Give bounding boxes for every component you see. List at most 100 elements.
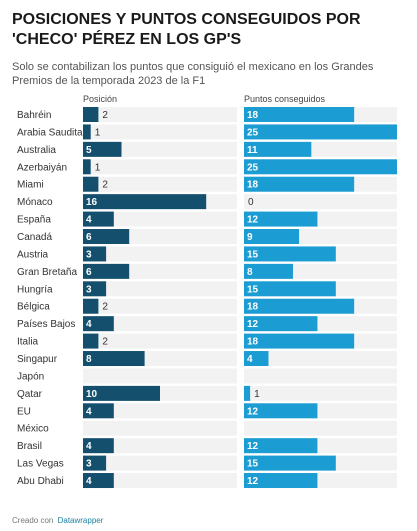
row-label: Brasil	[17, 441, 42, 452]
pts-bar	[244, 141, 312, 157]
pos-value-label: 16	[86, 197, 98, 208]
pts-value-label: 25	[247, 127, 259, 138]
row-label: Canadá	[17, 232, 52, 243]
bar-track	[83, 420, 237, 436]
pts-bar	[244, 281, 336, 297]
bar-track	[83, 438, 237, 454]
pts-bar	[244, 124, 397, 140]
pos-bar	[83, 176, 99, 192]
pos-bar	[83, 141, 122, 157]
pts-bar	[244, 211, 318, 227]
pts-value-label: 1	[254, 389, 260, 400]
bar-track	[83, 473, 237, 489]
pts-value-label: 11	[247, 145, 258, 156]
row-label: Países Bajos	[17, 319, 75, 330]
pts-value-label: 4	[247, 354, 253, 365]
pos-bar	[83, 281, 107, 297]
bar-track	[244, 368, 397, 384]
row-label: Gran Bretaña	[17, 267, 77, 278]
chart-subtitle: Solo se contabilizan los puntos que cons…	[12, 61, 374, 87]
pos-bar	[83, 124, 91, 140]
bar-track	[83, 281, 237, 297]
pos-bar	[83, 194, 207, 210]
pos-bar	[83, 473, 114, 489]
pos-value-label: 2	[102, 302, 108, 313]
row-label: Miami	[17, 180, 44, 191]
bar-track	[83, 316, 237, 332]
row-label: Las Vegas	[17, 459, 64, 470]
pts-bar	[244, 333, 355, 349]
row-label: Italia	[17, 337, 39, 348]
pts-value-label: 12	[247, 215, 259, 226]
row-label: Arabia Saudita	[17, 127, 83, 138]
pos-bar	[83, 246, 107, 262]
row-label: EU	[17, 406, 31, 417]
pos-value-label: 4	[86, 406, 92, 417]
row-label: Azerbaiyán	[17, 162, 67, 173]
row-label: Australia	[17, 145, 56, 156]
pos-bar	[83, 333, 99, 349]
row-label: Hungría	[17, 284, 53, 295]
pts-bar	[244, 473, 318, 489]
pts-value-label: 18	[247, 337, 259, 348]
pos-value-label: 1	[95, 162, 101, 173]
pos-value-label: 6	[86, 232, 92, 243]
pos-value-label: 8	[86, 354, 92, 365]
bar-track	[244, 385, 397, 401]
pos-value-label: 3	[86, 459, 92, 470]
pos-value-label: 1	[95, 127, 101, 138]
pts-value-label: 12	[247, 476, 259, 487]
pts-bar	[244, 176, 355, 192]
bar-track	[83, 176, 237, 192]
row-label: Mónaco	[17, 197, 53, 208]
row-label: Qatar	[17, 389, 43, 400]
row-label: México	[17, 424, 49, 435]
pos-value-label: 2	[102, 180, 108, 191]
pos-bar	[83, 263, 130, 279]
position-column-header: Posición	[83, 94, 118, 104]
pts-bar	[244, 263, 293, 279]
row-label: Abu Dhabi	[17, 476, 64, 487]
bar-track	[83, 124, 237, 140]
row-label: Bahréin	[17, 110, 51, 121]
pts-value-label: 15	[247, 459, 259, 470]
pos-bar	[83, 403, 114, 419]
pos-value-label: 2	[102, 110, 108, 121]
pts-bar	[244, 455, 336, 471]
pos-value-label: 5	[86, 145, 92, 156]
bar-track	[83, 333, 237, 349]
pos-bar	[83, 159, 91, 175]
pos-bar	[83, 211, 114, 227]
pos-bar	[83, 351, 145, 367]
pos-value-label: 10	[86, 389, 98, 400]
pos-bar	[83, 107, 99, 122]
bar-track	[83, 159, 237, 175]
pts-bar	[244, 298, 355, 314]
pts-bar	[244, 246, 336, 262]
bar-track	[244, 194, 397, 210]
pts-value-label: 15	[247, 284, 259, 295]
pts-bar	[244, 351, 269, 367]
row-label: Japón	[17, 371, 44, 382]
pos-bar	[83, 298, 99, 314]
pts-bar	[244, 229, 300, 245]
pts-value-label: 12	[247, 441, 259, 452]
pos-value-label: 3	[86, 249, 92, 260]
pts-value-label: 18	[247, 110, 259, 121]
pos-value-label: 4	[86, 476, 92, 487]
pos-value-label: 6	[86, 267, 92, 278]
row-label: Bélgica	[17, 302, 50, 313]
pts-value-label: 15	[247, 249, 259, 260]
bar-track	[83, 298, 237, 314]
row-label: Austria	[17, 249, 49, 260]
footer-prefix: Creado con	[12, 516, 54, 525]
pos-value-label: 4	[86, 215, 92, 226]
bar-track	[83, 107, 237, 122]
row-label: España	[17, 215, 51, 226]
points-column-header: Puntos conseguidos	[244, 94, 326, 104]
bar-track	[244, 420, 397, 436]
pos-bar	[83, 455, 107, 471]
chart-title: POSICIONES Y PUNTOS CONSEGUIDOS POR 'CHE…	[12, 11, 361, 48]
bar-track	[83, 246, 237, 262]
datawrapper-link[interactable]: Datawrapper	[57, 516, 104, 525]
